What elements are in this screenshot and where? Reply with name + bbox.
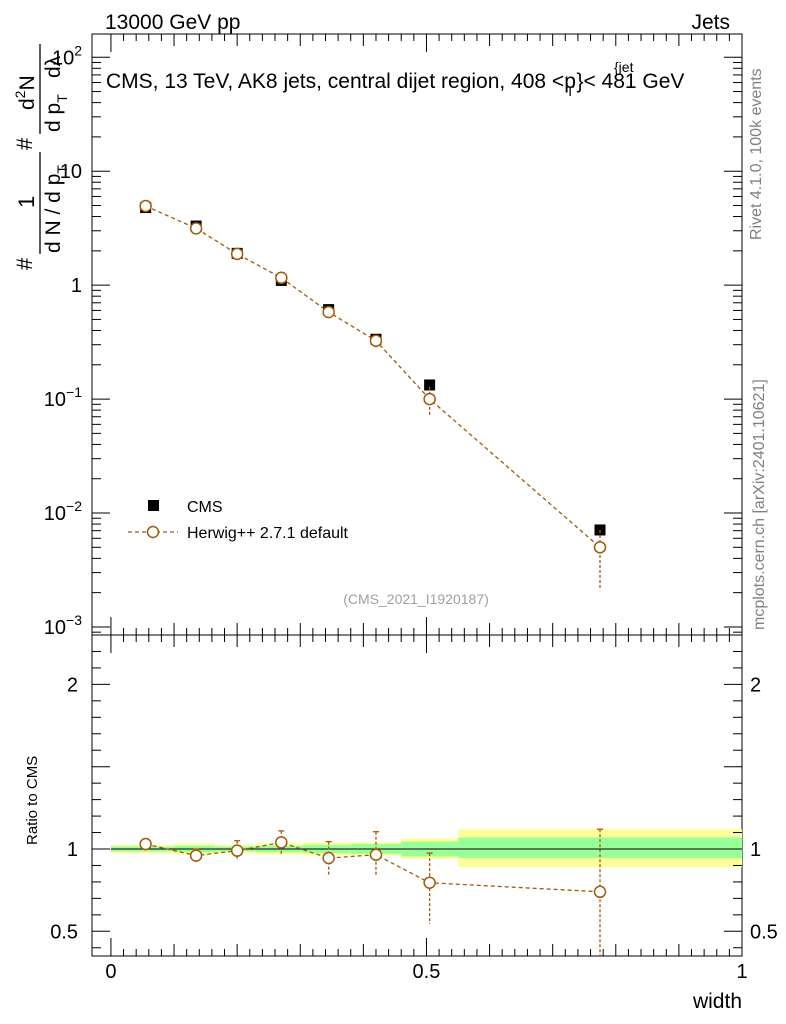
mcplots-label: mcplots.cern.ch [arXiv:2401.10621] [751,379,768,630]
ylabel-one: 1 [14,196,39,208]
herwig-point [139,199,152,213]
analysis-watermark: (CMS_2021_I1920187) [343,591,489,607]
herwig-ratio-point [369,848,383,862]
legend-marker-cms [148,500,159,511]
ylabel-dn: d N / d pT [42,165,70,253]
main-ylabel: # 1 d N / d pT # d2N d pT dλ [12,44,70,270]
ylabel-d2n: d2N [12,75,39,110]
main-title: CMS, 13 TeV, AK8 jets, central dijet reg… [106,70,684,99]
cms-point [424,379,436,391]
ylabel-hash2: # [12,137,37,150]
herwig-ratio-point [322,851,335,865]
herwig-line [145,205,601,548]
herwig-point [423,392,436,406]
herwig-point [189,222,203,235]
ratio-panel-frame [91,634,743,957]
main-ytick-label: 10−2 [44,498,82,525]
herwig-ratio-point [423,876,436,889]
main-title-text: CMS, 13 TeV, AK8 jets, central dijet reg… [106,70,576,93]
ratio-ylabel: Ratio to CMS [24,756,41,845]
main-ytick-label: 10 [60,161,82,183]
main-ytick-label: 10−3 [44,612,82,639]
ratio-series [139,828,607,956]
ratio-ytick-label-left: 1 [67,839,78,861]
ratio-xlabel: width [692,990,742,1013]
ylabel-hash1: # [12,257,37,270]
main-ytick-label: 102 [52,42,82,69]
main-panel-frame [91,33,743,636]
ratio-ytick-label-right: 2 [750,674,761,696]
main-title-end: }< 481 GeV [576,70,684,93]
main-ytick-label: 10−1 [44,384,82,411]
rivet-label: Rivet 4.1.0, 100k events [748,68,765,240]
ratio-axis-ticks: 0 0.5 12 21 10.5 0.5 [50,635,778,983]
main-ytick-label: 1 [71,275,82,297]
herwig-ratio-point [275,836,288,849]
main-series [139,199,607,591]
ratio-xtick-label: 1 [736,961,747,983]
ratio-bands [110,829,742,868]
header-left: 13000 GeV pp [105,11,240,34]
herwig-point [593,541,607,554]
herwig-ratio-point [189,849,203,862]
main-axis-ticks: 102 10 1 10−1 10−2 10−3 [44,34,743,639]
herwig-ratio-line [145,841,601,893]
herwig-point [369,334,383,348]
legend: CMS Herwig++ 2.7.1 default [128,499,349,542]
ylabel-dlam: dλ [42,55,65,78]
ylabel-dpt: d pT [42,94,70,132]
main-title-sub: T [566,83,575,99]
legend-label-herwig: Herwig++ 2.7.1 default [187,525,349,542]
main-title-sup: {jet [614,59,634,75]
herwig-ratio-point [139,837,152,851]
ratio-ytick-label-right: 0.5 [750,921,778,943]
ratio-ytick-label-right: 1 [750,839,761,861]
legend-label-cms: CMS [187,499,223,516]
ratio-ytick-label-left: 0.5 [50,921,78,943]
ratio-xtick-label: 0 [105,961,116,983]
herwig-ratio-point [593,885,607,899]
header-right: Jets [691,11,730,34]
ratio-ytick-label-left: 2 [67,674,78,696]
herwig-point [322,305,335,319]
herwig-point [275,271,288,285]
herwig-ratio-point [230,844,244,857]
legend-marker-herwig [146,525,160,539]
ratio-xtick-label: 0.5 [413,961,441,983]
herwig-point [230,247,244,261]
ratio-band-green [458,837,742,859]
